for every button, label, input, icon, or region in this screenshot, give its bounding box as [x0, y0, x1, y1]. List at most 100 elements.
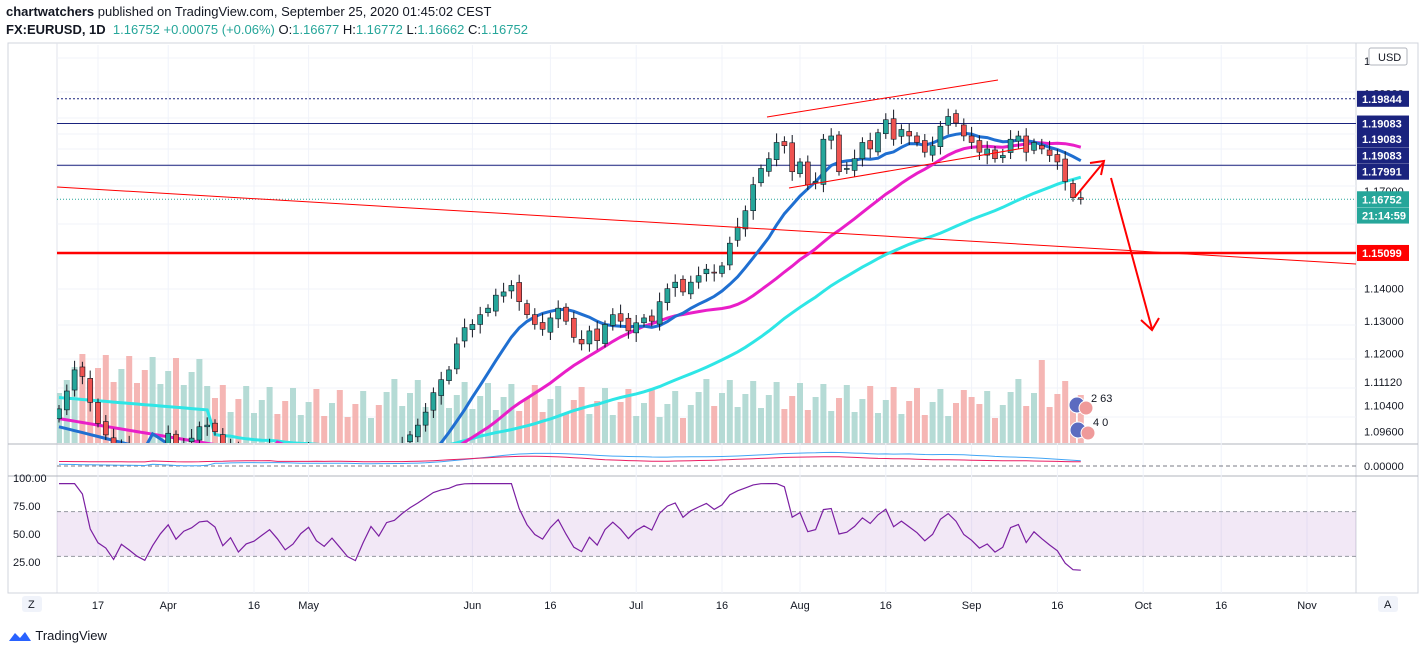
candle-body: [87, 378, 93, 403]
candle-body: [765, 158, 772, 172]
price-tags: 1.19844 1.19083 1.19083 1.19083 1.17991 1.167…: [1357, 90, 1409, 261]
time-axis[interactable]: 17 Apr 16 May Jun 16 Jul 16 Aug 16 Sep 16 Oct 16 Nov: [92, 600, 1317, 612]
candle-body: [71, 369, 78, 391]
author-name[interactable]: chartwatchers: [6, 4, 95, 19]
rsi-tick-label: 75.00: [13, 501, 41, 513]
volume-bar: [890, 387, 897, 443]
candle-body: [726, 242, 733, 266]
a-button-label: A: [1384, 599, 1392, 611]
candle: [95, 398, 101, 428]
candle: [797, 158, 803, 178]
volume-bar: [461, 382, 468, 443]
volume-bar: [71, 367, 78, 443]
tradingview-name: TradingView: [35, 628, 107, 643]
candle: [492, 288, 499, 317]
volume-bar: [180, 385, 187, 443]
candle-body: [687, 281, 694, 295]
candle: [711, 264, 718, 282]
candle: [937, 121, 944, 155]
volume-bar: [687, 405, 694, 443]
time-tick-label: 16: [716, 600, 728, 612]
grid: [57, 45, 1356, 593]
candle-body: [95, 402, 101, 424]
arrow-up-head: [1089, 159, 1106, 176]
time-tick-label: 16: [880, 600, 892, 612]
candle: [609, 308, 616, 331]
candle-body: [898, 129, 905, 137]
candle-body: [750, 184, 757, 211]
candle: [719, 262, 725, 278]
candle: [1015, 130, 1022, 149]
candle-body: [407, 434, 413, 443]
price-tag: [1357, 207, 1409, 224]
time-tick-label: 16: [248, 600, 260, 612]
candle-body: [461, 327, 468, 342]
volume-bar: [305, 402, 312, 443]
price-tag: [1357, 191, 1409, 208]
candle: [1070, 179, 1076, 202]
candle: [1023, 128, 1030, 162]
currency-badge: [1368, 47, 1408, 66]
event-flag-icon-2[interactable]: [1078, 400, 1094, 416]
price-tag-label: 1.16752: [1362, 194, 1402, 206]
candle-body: [797, 161, 803, 174]
candle: [960, 118, 967, 142]
candle-body: [492, 294, 499, 312]
candle: [1062, 151, 1068, 191]
volume-bar: [656, 417, 663, 443]
candle: [836, 131, 842, 176]
candle: [212, 419, 218, 436]
candle: [906, 123, 913, 146]
high-label: H:: [342, 22, 356, 37]
candle-body: [361, 480, 366, 495]
candle-body: [244, 464, 249, 471]
candle: [414, 418, 421, 443]
candle: [617, 304, 624, 328]
price-tag: [1357, 90, 1409, 107]
candle-body: [734, 226, 741, 241]
candle: [314, 446, 319, 472]
candle: [1078, 191, 1084, 205]
candle-body: [228, 448, 233, 459]
volume-bar: [812, 397, 819, 443]
volume-bar: [672, 391, 679, 443]
volume-bar: [383, 392, 390, 443]
candle: [742, 205, 749, 237]
volume-bar: [1077, 395, 1084, 443]
volume-bar: [375, 405, 382, 443]
candle: [71, 360, 78, 397]
candle: [516, 274, 523, 311]
volume-bar: [336, 390, 343, 443]
candle: [992, 146, 998, 163]
candle-body: [578, 339, 585, 345]
candle-body: [680, 278, 686, 293]
candle-body: [851, 158, 858, 171]
low-value: 1.16662: [417, 22, 465, 37]
event-flag-icon-4[interactable]: [1080, 425, 1096, 441]
tradingview-logo[interactable]: TradingView: [8, 628, 107, 644]
candle: [921, 134, 928, 158]
volume-bar: [797, 383, 803, 443]
candle-body: [275, 451, 280, 458]
candle-body: [1015, 135, 1022, 142]
volume-bar: [633, 416, 640, 443]
a-button[interactable]: [1378, 596, 1398, 612]
symbol-label[interactable]: FX:EURUSD, 1D: [6, 22, 106, 37]
candle-body: [937, 125, 944, 147]
horizontal-lines: [57, 98, 1356, 255]
volume-bar: [750, 381, 757, 443]
volume-bar: [789, 396, 796, 443]
volume-bar: [999, 405, 1006, 443]
candle: [531, 308, 538, 330]
volume-bar: [1015, 379, 1022, 443]
candle: [477, 306, 484, 334]
volume-bar: [843, 385, 850, 443]
price-tick-label: 1.11120: [1364, 377, 1402, 389]
candle: [703, 263, 710, 282]
candle-body: [267, 448, 272, 453]
z-button[interactable]: [22, 596, 42, 612]
volume-bar: [344, 417, 351, 443]
price-tick-label: 1.12000: [1364, 349, 1404, 361]
candle-body: [165, 432, 171, 443]
